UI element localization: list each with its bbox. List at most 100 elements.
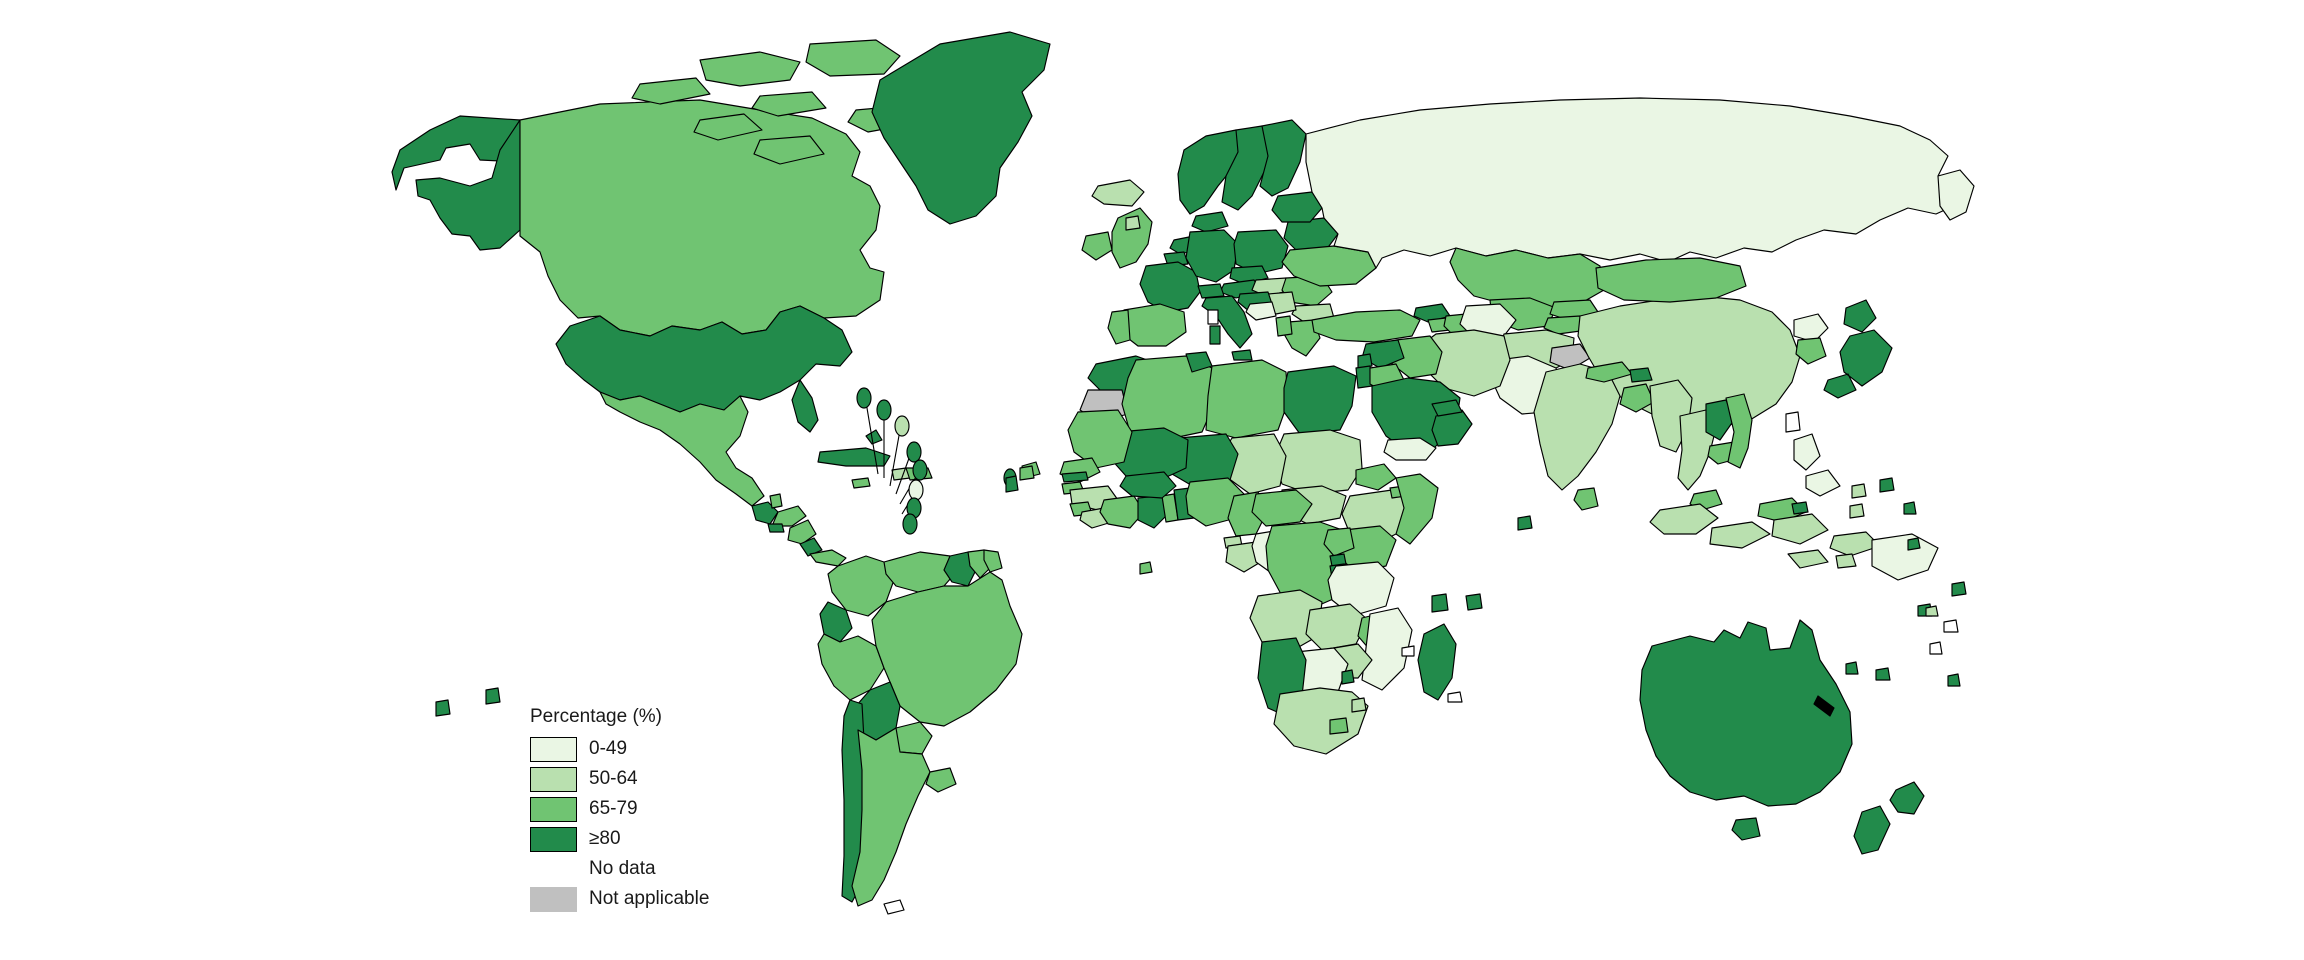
caribbean-island[interactable] [895,416,909,436]
country-tonga[interactable] [1930,642,1942,654]
pacific-island-small[interactable] [436,700,450,716]
legend-item-no-data[interactable]: No data [530,854,860,884]
country-poland[interactable] [1234,230,1288,274]
country-nauru[interactable] [1908,538,1920,550]
legend-item-bin3[interactable]: 65-79 [530,794,860,824]
caribbean-island[interactable] [909,480,923,500]
country-kazakhstan[interactable] [1450,248,1604,310]
country-india[interactable] [1534,364,1620,490]
country-canada[interactable] [520,100,884,336]
country-turkey[interactable] [1312,310,1420,342]
country-mauritius[interactable] [1466,594,1482,610]
country-vanuatu[interactable] [1846,662,1858,674]
country-argentina[interactable] [852,728,930,906]
country-uganda[interactable] [1324,528,1354,556]
country-mexico[interactable] [600,392,764,506]
caribbean-island[interactable] [903,514,917,534]
country-kiribati[interactable] [1880,478,1894,492]
country-eswatini[interactable] [1352,698,1366,712]
island-speck[interactable] [1432,594,1448,612]
country-solomon-islands[interactable] [1944,620,1958,632]
country-republic-of-korea[interactable] [1796,338,1826,364]
country-car[interactable] [1252,490,1312,526]
country-japan[interactable] [1824,300,1892,398]
country-greenland[interactable] [872,32,1050,224]
country-laos[interactable] [1706,400,1734,440]
country-timor-leste[interactable] [1836,554,1856,568]
legend-item-bin2[interactable]: 50-64 [530,764,860,794]
country-alaska-panhandle[interactable] [416,120,520,250]
country-lebanon[interactable] [1358,354,1372,368]
country-france[interactable] [1140,262,1200,312]
country-oman[interactable] [1432,410,1472,446]
country-norway[interactable] [1178,130,1248,214]
country-libya[interactable] [1206,360,1288,438]
country-comoros[interactable] [1402,646,1414,656]
pacific-island-small[interactable] [486,688,500,704]
country-angola[interactable] [1250,590,1322,652]
country-colombia[interactable] [828,556,894,616]
country-iraq[interactable] [1392,336,1442,378]
country-yemen[interactable] [1384,438,1436,460]
country-mongolia[interactable] [1596,258,1746,302]
country-tuvalu[interactable] [1948,674,1960,686]
country-denmark[interactable] [1192,212,1228,232]
country-russia[interactable] [1306,98,1960,268]
country-sardinia[interactable] [1210,326,1220,344]
country-ireland[interactable] [1082,232,1112,260]
country-bahamas[interactable] [866,430,882,444]
caribbean-island[interactable] [877,400,891,420]
country-sao-tome[interactable] [1140,562,1152,574]
country-russia-kamchatka[interactable] [1938,170,1974,220]
country-rwanda[interactable] [1330,554,1346,566]
country-new-zealand[interactable] [1854,782,1924,854]
country-finland[interactable] [1260,120,1306,196]
country-hawaii[interactable] [1926,606,1938,616]
country-switzerland[interactable] [1198,284,1224,298]
country-italy[interactable] [1202,296,1252,348]
country-taiwan[interactable] [1786,412,1800,432]
country-australia[interactable] [1640,620,1852,806]
country-cook-islands[interactable] [1952,582,1966,596]
legend-item-not-applicable[interactable]: Not applicable [530,884,860,914]
country-tanzania[interactable] [1328,562,1394,616]
island-speck[interactable] [1342,670,1354,684]
country-bhutan[interactable] [1630,368,1652,382]
country-tasmania[interactable] [1732,818,1760,840]
country-lesotho[interactable] [1330,718,1348,734]
country-nepal[interactable] [1586,362,1632,382]
country-marshall-islands[interactable] [1904,502,1916,514]
country-french-guiana[interactable] [984,550,1002,572]
pacific-island-small[interactable] [1006,476,1018,492]
country-belize[interactable] [770,494,782,508]
country-dprk[interactable] [1794,314,1828,342]
country-corsica[interactable] [1208,310,1218,324]
country-papua-new-guinea[interactable] [1872,534,1938,580]
country-bosnia[interactable] [1246,302,1276,320]
country-el-salvador[interactable] [768,524,784,532]
country-seychelles[interactable] [1448,692,1462,702]
country-portugal[interactable] [1108,310,1130,344]
country-eritrea[interactable] [1356,464,1396,490]
country-egypt[interactable] [1284,366,1356,434]
country-cuba[interactable] [818,448,890,466]
country-united-kingdom[interactable] [1112,208,1152,268]
caribbean-island[interactable] [907,442,921,462]
country-gambia[interactable] [1062,472,1088,482]
country-uae[interactable] [1432,400,1462,416]
country-maldives[interactable] [1518,516,1532,530]
country-somalia[interactable] [1396,474,1438,544]
country-uruguay[interactable] [926,768,956,792]
country-panama[interactable] [810,550,846,566]
country-sri-lanka[interactable] [1574,488,1598,510]
country-brunei[interactable] [1792,502,1808,514]
island-speck[interactable] [1020,466,1034,480]
country-sicily[interactable] [1232,350,1252,360]
country-palau[interactable] [1850,504,1864,518]
country-sudan[interactable] [1274,430,1362,494]
country-falklands[interactable] [884,900,904,914]
country-burkina-faso[interactable] [1120,472,1176,498]
country-nicaragua[interactable] [788,520,816,544]
country-usa-florida[interactable] [792,380,818,432]
